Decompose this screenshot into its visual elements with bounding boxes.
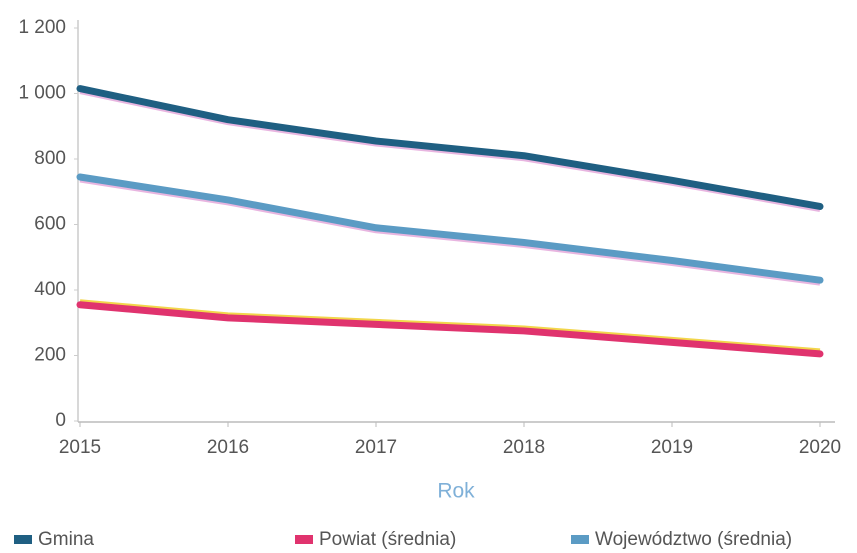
series-line bbox=[76, 301, 824, 358]
x-tick-label: 2017 bbox=[355, 437, 397, 458]
x-tick-label: 2019 bbox=[651, 437, 693, 458]
legend-label: Województwo (średnia) bbox=[595, 529, 792, 550]
legend-label: Gmina bbox=[38, 529, 94, 550]
series-line bbox=[76, 173, 824, 284]
y-tick-label: 1 000 bbox=[18, 83, 66, 104]
x-tick-label: 2020 bbox=[799, 437, 841, 458]
y-tick-label: 0 bbox=[55, 410, 66, 431]
x-tick-label: 2016 bbox=[207, 437, 249, 458]
x-axis-label: Rok bbox=[437, 480, 475, 503]
legend-swatch bbox=[14, 535, 32, 544]
x-tick-label: 2018 bbox=[503, 437, 545, 458]
x-tick-label: 2015 bbox=[59, 437, 101, 458]
y-tick-label: 800 bbox=[34, 148, 66, 169]
legend-swatch bbox=[295, 535, 313, 544]
y-tick-label: 1 200 bbox=[18, 17, 66, 38]
y-tick-label: 400 bbox=[34, 279, 66, 300]
series-line bbox=[76, 85, 824, 210]
legend-label: Powiat (średnia) bbox=[319, 529, 456, 550]
legend-swatch bbox=[571, 535, 589, 544]
y-tick-label: 600 bbox=[34, 214, 66, 235]
y-tick-label: 200 bbox=[34, 345, 66, 366]
